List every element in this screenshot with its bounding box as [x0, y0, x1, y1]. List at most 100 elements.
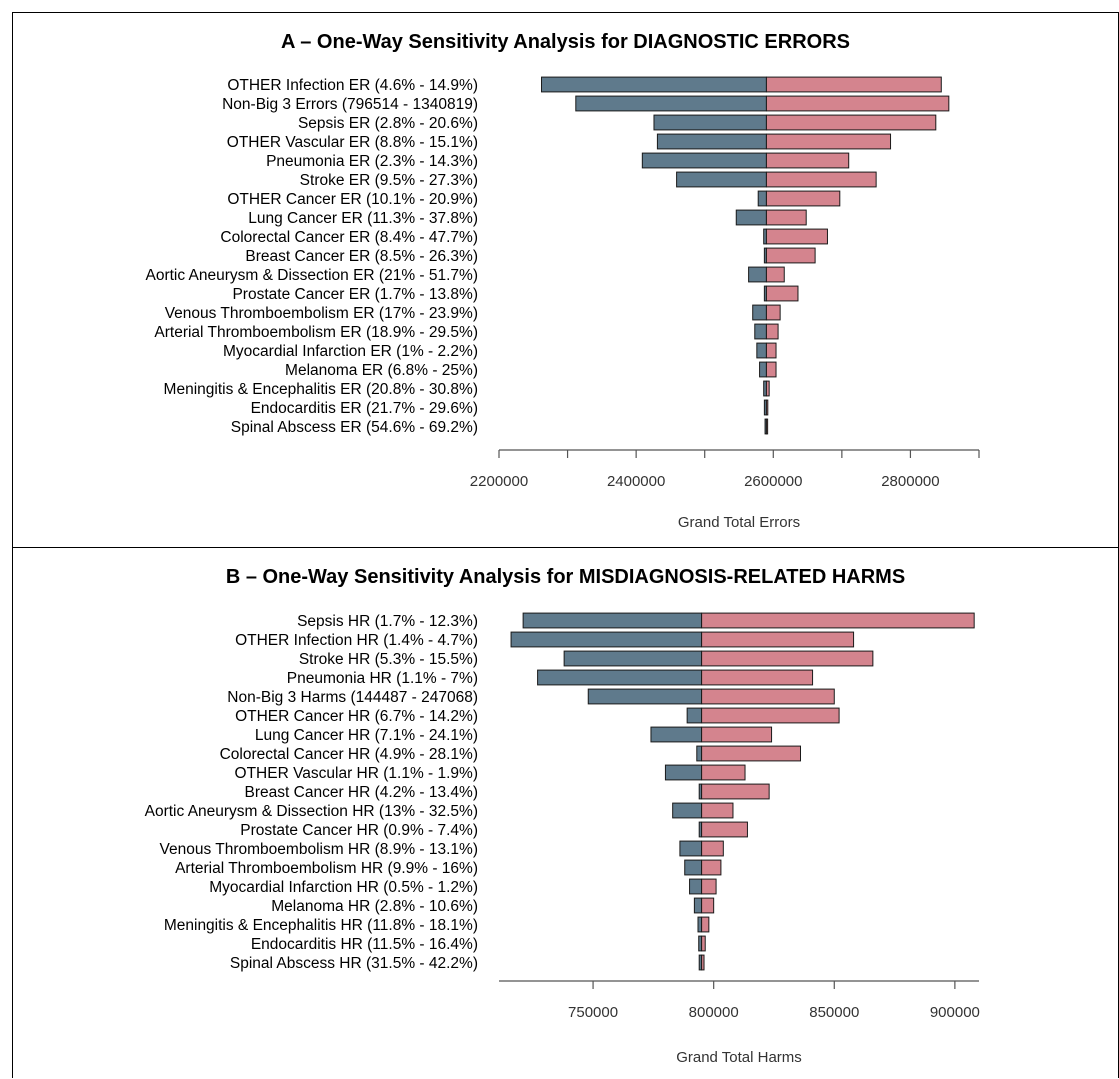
high-value-bar	[765, 152, 850, 169]
category-label: Stroke HR (5.3% - 15.5%)	[299, 651, 478, 668]
category-label: Myocardial Infarction HR (0.5% - 1.2%)	[209, 879, 478, 896]
category-label: Myocardial Infarction ER (1% - 2.2%)	[223, 343, 478, 360]
category-label: Arterial Thromboembolism ER (18.9% - 29.…	[154, 324, 478, 341]
category-label: OTHER Infection ER (4.6% - 14.9%)	[227, 77, 478, 94]
low-value-bar	[541, 76, 767, 93]
category-label: Melanoma ER (6.8% - 25%)	[285, 362, 478, 379]
x-axis-title: Grand Total Errors	[678, 514, 800, 531]
tornado-chart-a: OTHER Infection ER (4.6% - 14.9%) Non-Big…	[145, 76, 980, 531]
low-value-bar	[510, 631, 703, 648]
low-value-bar	[537, 669, 703, 686]
low-value-bar	[748, 266, 767, 283]
low-value-bar	[656, 133, 767, 150]
tornado-chart-b: Sepsis HR (1.7% - 12.3%) OTHER Infection …	[145, 612, 980, 1066]
high-value-bar	[701, 954, 705, 971]
low-value-bar	[756, 342, 767, 359]
high-value-bar	[701, 783, 770, 800]
low-value-bar	[689, 878, 703, 895]
chart-panel-b: B – One-Way Sensitivity Analysis for MIS…	[12, 547, 1119, 1078]
x-tick-label: 800000	[689, 1004, 739, 1021]
category-label: Meningitis & Encephalitis HR (11.8% - 18…	[164, 917, 478, 934]
category-label: Aortic Aneurysm & Dissection ER (21% - 5…	[145, 267, 478, 284]
high-value-bar	[765, 323, 779, 340]
high-value-bar	[765, 76, 942, 93]
high-value-bar	[701, 802, 734, 819]
category-label: Endocarditis ER (21.7% - 29.6%)	[251, 400, 478, 417]
high-value-bar	[701, 669, 814, 686]
high-value-bar	[765, 247, 816, 264]
chart-title-a: A – One-Way Sensitivity Analysis for DIA…	[280, 31, 850, 53]
high-value-bar	[701, 935, 706, 952]
high-value-bar	[701, 631, 855, 648]
category-label: Prostate Cancer ER (1.7% - 13.8%)	[232, 286, 478, 303]
category-label: Spinal Abscess ER (54.6% - 69.2%)	[231, 419, 478, 436]
x-tick-label: 850000	[809, 1004, 859, 1021]
category-label: Venous Thromboembolism HR (8.9% - 13.1%)	[160, 841, 478, 858]
high-value-bar	[765, 380, 770, 397]
category-label: Breast Cancer HR (4.2% - 13.4%)	[245, 784, 478, 801]
high-value-bar	[765, 95, 950, 112]
category-label: Sepsis ER (2.8% - 20.6%)	[298, 115, 478, 132]
high-value-bar	[701, 764, 746, 781]
high-value-bar	[765, 190, 841, 207]
x-tick-label: 900000	[930, 1004, 980, 1021]
high-value-bar	[765, 209, 807, 226]
category-label: Stroke ER (9.5% - 27.3%)	[300, 172, 478, 189]
category-label: Pneumonia HR (1.1% - 7%)	[287, 670, 478, 687]
category-label: Colorectal Cancer HR (4.9% - 28.1%)	[220, 746, 478, 763]
low-value-bar	[696, 745, 703, 762]
high-value-bar	[701, 707, 840, 724]
high-value-bar	[765, 171, 877, 188]
high-value-bar	[701, 688, 835, 705]
high-value-bar	[701, 840, 724, 857]
category-label: Spinal Abscess HR (31.5% - 42.2%)	[230, 955, 478, 972]
category-label: Breast Cancer ER (8.5% - 26.3%)	[245, 248, 478, 265]
high-value-bar	[701, 897, 715, 914]
x-tick-label: 750000	[568, 1004, 618, 1021]
high-value-bar	[765, 304, 781, 321]
category-label: Aortic Aneurysm & Dissection HR (13% - 3…	[145, 803, 478, 820]
low-value-bar	[679, 840, 703, 857]
low-value-bar	[522, 612, 703, 629]
low-value-bar	[641, 152, 767, 169]
high-value-bar	[701, 859, 722, 876]
category-label: Lung Cancer ER (11.3% - 37.8%)	[248, 210, 478, 227]
low-value-bar	[676, 171, 767, 188]
category-label: Prostate Cancer HR (0.9% - 7.4%)	[240, 822, 478, 839]
category-label: Endocarditis HR (11.5% - 16.4%)	[251, 936, 478, 953]
high-value-bar	[765, 285, 799, 302]
low-value-bar	[664, 764, 703, 781]
high-value-bar	[765, 133, 892, 150]
high-value-bar	[701, 612, 975, 629]
high-value-bar	[765, 228, 828, 245]
high-value-bar	[701, 726, 773, 743]
category-label: OTHER Cancer ER (10.1% - 20.9%)	[227, 191, 478, 208]
low-value-bar	[575, 95, 767, 112]
category-label: Non-Big 3 Harms (144487 - 247068)	[227, 689, 478, 706]
high-value-bar	[765, 399, 769, 416]
chart-panel-a: A – One-Way Sensitivity Analysis for DIA…	[12, 12, 1119, 548]
low-value-bar	[563, 650, 703, 667]
low-value-bar	[752, 304, 767, 321]
category-label: Arterial Thromboembolism HR (9.9% - 16%)	[175, 860, 478, 877]
low-value-bar	[735, 209, 767, 226]
category-label: OTHER Infection HR (1.4% - 4.7%)	[235, 632, 478, 649]
low-value-bar	[587, 688, 703, 705]
category-label: Pneumonia ER (2.3% - 14.3%)	[266, 153, 478, 170]
high-value-bar	[765, 114, 937, 131]
category-label: Meningitis & Encephalitis ER (20.8% - 30…	[164, 381, 478, 398]
low-value-bar	[757, 190, 767, 207]
category-label: Non-Big 3 Errors (796514 - 1340819)	[222, 96, 478, 113]
x-tick-label: 2200000	[470, 473, 528, 490]
category-label: Melanoma HR (2.8% - 10.6%)	[271, 898, 478, 915]
x-tick-label: 2400000	[607, 473, 665, 490]
category-label: OTHER Vascular HR (1.1% - 1.9%)	[235, 765, 478, 782]
x-tick-label: 2800000	[881, 473, 939, 490]
category-label: Venous Thromboembolism ER (17% - 23.9%)	[165, 305, 478, 322]
high-value-bar	[701, 650, 874, 667]
chart-title-b: B – One-Way Sensitivity Analysis for MIS…	[225, 566, 906, 588]
low-value-bar	[672, 802, 703, 819]
high-value-bar	[701, 821, 748, 838]
category-label: Colorectal Cancer ER (8.4% - 47.7%)	[220, 229, 478, 246]
high-value-bar	[701, 916, 710, 933]
